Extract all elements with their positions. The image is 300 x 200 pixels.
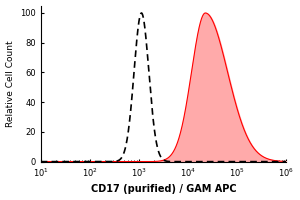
- Y-axis label: Relative Cell Count: Relative Cell Count: [6, 40, 15, 127]
- X-axis label: CD17 (purified) / GAM APC: CD17 (purified) / GAM APC: [91, 184, 236, 194]
